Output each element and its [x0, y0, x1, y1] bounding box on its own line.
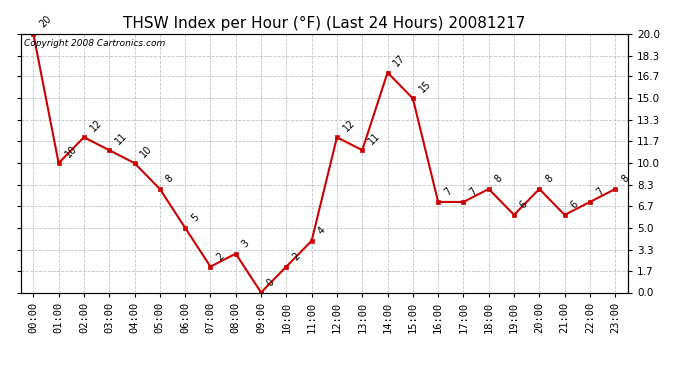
Text: Copyright 2008 Cartronics.com: Copyright 2008 Cartronics.com [23, 39, 165, 48]
Text: 2: 2 [215, 251, 226, 262]
Text: 11: 11 [366, 130, 382, 146]
Text: 11: 11 [113, 130, 129, 146]
Text: 12: 12 [88, 117, 104, 133]
Text: 0: 0 [265, 277, 277, 288]
Text: 7: 7 [594, 186, 606, 198]
Text: 12: 12 [341, 117, 357, 133]
Text: 3: 3 [240, 238, 251, 249]
Text: 20: 20 [37, 14, 53, 30]
Text: 4: 4 [316, 225, 327, 237]
Text: 7: 7 [442, 186, 454, 198]
Text: 10: 10 [139, 143, 155, 159]
Text: 8: 8 [493, 173, 504, 185]
Text: 15: 15 [417, 78, 433, 94]
Text: 8: 8 [164, 173, 175, 185]
Text: 6: 6 [569, 199, 580, 211]
Text: 5: 5 [189, 212, 201, 223]
Text: 6: 6 [518, 199, 530, 211]
Text: 17: 17 [392, 53, 408, 68]
Text: 8: 8 [544, 173, 555, 185]
Text: 10: 10 [63, 143, 79, 159]
Text: 7: 7 [468, 186, 479, 198]
Text: 8: 8 [620, 173, 631, 185]
Text: 2: 2 [290, 251, 302, 262]
Title: THSW Index per Hour (°F) (Last 24 Hours) 20081217: THSW Index per Hour (°F) (Last 24 Hours)… [123, 16, 526, 31]
